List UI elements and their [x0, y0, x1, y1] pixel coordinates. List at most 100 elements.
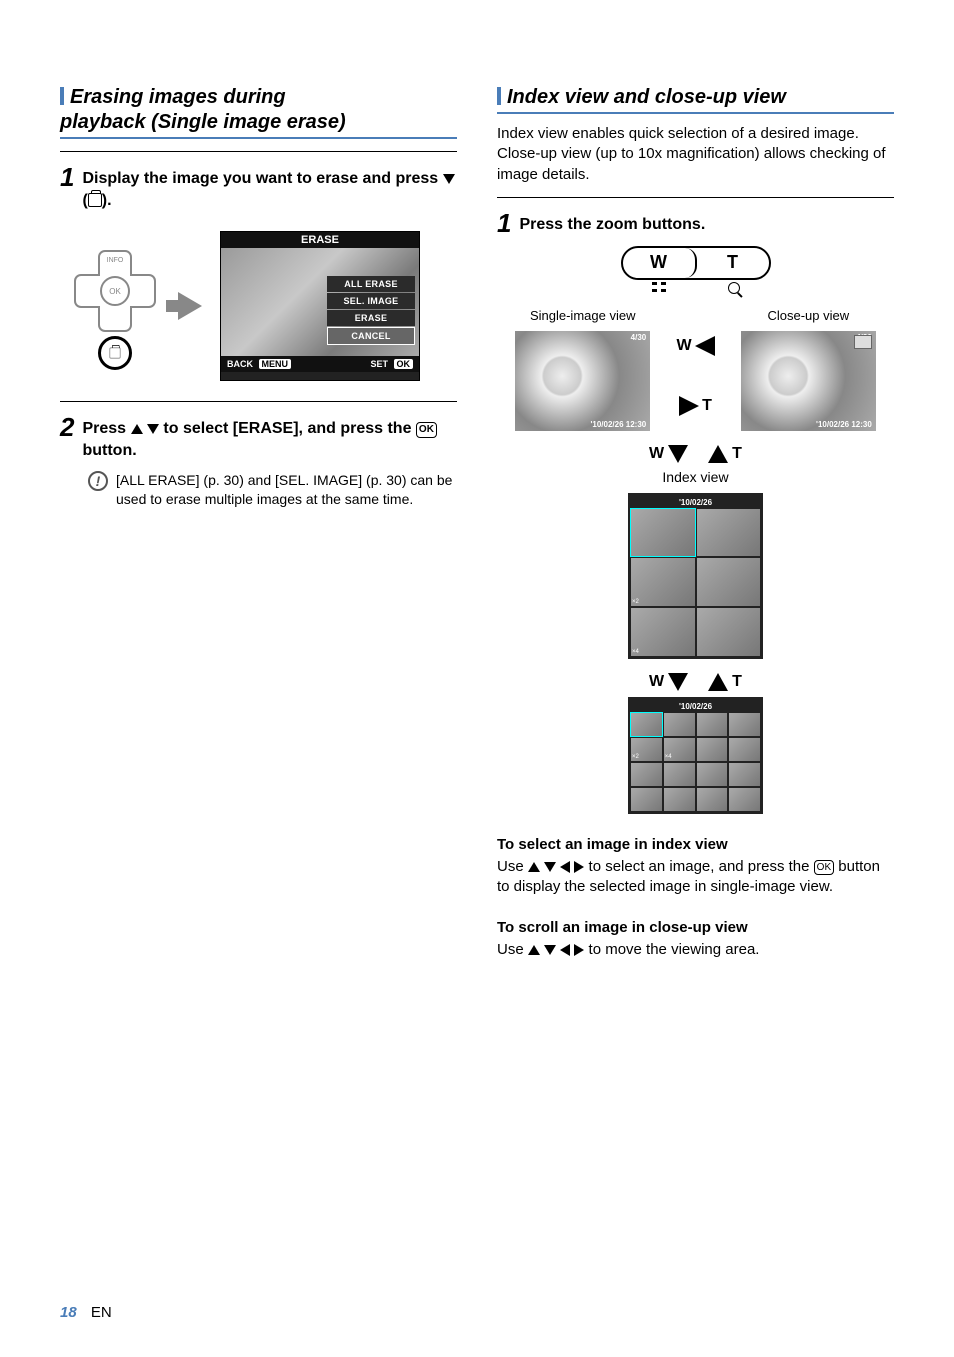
- left-triangle-icon: [560, 861, 570, 873]
- trash-icon: [88, 193, 102, 207]
- index-cell: [664, 788, 695, 811]
- rocker-subicons: [621, 282, 771, 294]
- index-cell: [697, 763, 728, 786]
- close-view-label: Close-up view: [723, 308, 894, 323]
- rocker-icon: W T: [621, 246, 771, 280]
- single-view-thumb: 4/30 '10/02/26 12:30: [515, 331, 650, 431]
- ok-button-icon: OK: [416, 422, 437, 438]
- zoom-arrows: W T: [676, 308, 714, 416]
- close-view-thumb: 4/30 '10/02/26 12:30: [741, 331, 876, 431]
- accent-bar-icon: [497, 87, 501, 105]
- index-cell: [664, 713, 695, 736]
- left-title-line1: Erasing images during: [70, 86, 286, 108]
- dpad-icon: INFO OK: [70, 246, 160, 366]
- magnifier-icon: [728, 282, 740, 294]
- right-step-1-text: Press the zoom buttons.: [519, 210, 705, 236]
- rocker-w: W: [623, 248, 697, 278]
- arrow-up-icon: [708, 445, 728, 463]
- right-triangle-icon: [574, 861, 584, 873]
- dpad-ok-label: OK: [109, 287, 121, 296]
- index-grid-4x4: '10/02/26 ×2×4: [628, 697, 763, 814]
- index-cell: [631, 509, 695, 557]
- erase-menu-bg: ALL ERASE SEL. IMAGE ERASE CANCEL: [221, 248, 419, 356]
- w-label: W: [649, 445, 664, 463]
- dpad-info-label: INFO: [107, 257, 124, 264]
- closeup-indicator-icon: [854, 335, 872, 349]
- divider: [60, 151, 457, 152]
- index-cell: ×4: [664, 738, 695, 761]
- index-cell: [697, 713, 728, 736]
- index-cell: [697, 608, 761, 656]
- arrow-right-icon: [178, 292, 202, 320]
- page-number: 18: [60, 1304, 77, 1321]
- erase-menu-item: ALL ERASE: [327, 276, 415, 292]
- index-cell: [631, 788, 662, 811]
- subheading-select: To select an image in index view: [497, 836, 894, 853]
- thumb-timestamp: '10/02/26 12:30: [816, 420, 872, 429]
- ok-tag-icon: OK: [394, 359, 414, 369]
- accent-bar-icon: [60, 87, 64, 105]
- dpad-diagram: INFO OK ERASE ALL ERASE SEL. IMAGE ERASE: [70, 231, 457, 381]
- erase-menu-screen: ERASE ALL ERASE SEL. IMAGE ERASE CANCEL …: [220, 231, 420, 381]
- index-cell: [664, 763, 695, 786]
- down-triangle-icon: [544, 862, 556, 872]
- down-triangle-icon: [544, 945, 556, 955]
- index-cell: [729, 713, 760, 736]
- down-triangle-icon: [147, 424, 159, 434]
- single-view-label: Single-image view: [497, 308, 668, 323]
- left-triangle-icon: [560, 944, 570, 956]
- wt-row-2: W T: [497, 673, 894, 691]
- menu-tag-icon: MENU: [259, 359, 292, 369]
- t-label: T: [732, 445, 742, 463]
- step-1-text: Display the image you want to erase and …: [82, 164, 457, 211]
- index-cell: [729, 788, 760, 811]
- erase-menu-item: SEL. IMAGE: [327, 293, 415, 309]
- up-triangle-icon: [528, 945, 540, 955]
- right-step-1: 1 Press the zoom buttons.: [497, 210, 894, 236]
- note: ! [ALL ERASE] (p. 30) and [SEL. IMAGE] (…: [88, 471, 457, 509]
- index-cell: [631, 763, 662, 786]
- arrow-down-icon: [668, 445, 688, 463]
- w-label: W: [649, 673, 664, 691]
- index-cell: [729, 763, 760, 786]
- up-triangle-icon: [528, 862, 540, 872]
- subtext-scroll: Use to move the viewing area.: [497, 940, 894, 960]
- index-cell: [697, 558, 761, 606]
- w-label: W: [676, 337, 691, 355]
- right-title: Index view and close-up view: [497, 85, 894, 114]
- erase-menu-list: ALL ERASE SEL. IMAGE ERASE CANCEL: [327, 276, 415, 345]
- left-title: Erasing images during playback (Single i…: [60, 85, 457, 139]
- right-intro: Index view enables quick selection of a …: [497, 124, 894, 185]
- index-grid-2x2: '10/02/26 ×2 ×4: [628, 493, 763, 659]
- arrow-right-icon: [679, 396, 699, 416]
- step-2-text: Press to select [ERASE], and press the O…: [82, 414, 457, 461]
- index-cell: [697, 509, 761, 557]
- index-date: '10/02/26: [631, 700, 760, 713]
- index-cell: [697, 738, 728, 761]
- page-footer: 18 EN: [60, 1304, 112, 1321]
- arrow-down-icon: [668, 673, 688, 691]
- thumb-timestamp: '10/02/26 12:30: [590, 420, 646, 429]
- arrow-up-icon: [708, 673, 728, 691]
- step-2: 2 Press to select [ERASE], and press the…: [60, 414, 457, 461]
- up-triangle-icon: [131, 424, 143, 434]
- dpad-down-button-icon: [98, 336, 132, 370]
- erase-menu-footer: BACK MENU SET OK: [221, 356, 419, 372]
- wt-row-1: W T: [497, 445, 894, 463]
- index-cell: ×2: [631, 738, 662, 761]
- note-text: [ALL ERASE] (p. 30) and [SEL. IMAGE] (p.…: [116, 471, 457, 509]
- ok-button-icon: OK: [814, 860, 834, 876]
- subheading-scroll: To scroll an image in close-up view: [497, 919, 894, 936]
- index-cell: [631, 713, 662, 736]
- zoom-rocker-diagram: W T: [621, 246, 771, 294]
- views-row: Single-image view 4/30 '10/02/26 12:30 W…: [497, 308, 894, 431]
- step-2-number: 2: [60, 414, 74, 461]
- divider: [497, 197, 894, 198]
- step-1: 1 Display the image you want to erase an…: [60, 164, 457, 211]
- down-triangle-icon: [443, 174, 455, 184]
- step-1-number: 1: [60, 164, 74, 211]
- index-cell: [729, 738, 760, 761]
- index-cell: ×4: [631, 608, 695, 656]
- page-lang: EN: [91, 1304, 112, 1321]
- step-1-number: 1: [497, 210, 511, 236]
